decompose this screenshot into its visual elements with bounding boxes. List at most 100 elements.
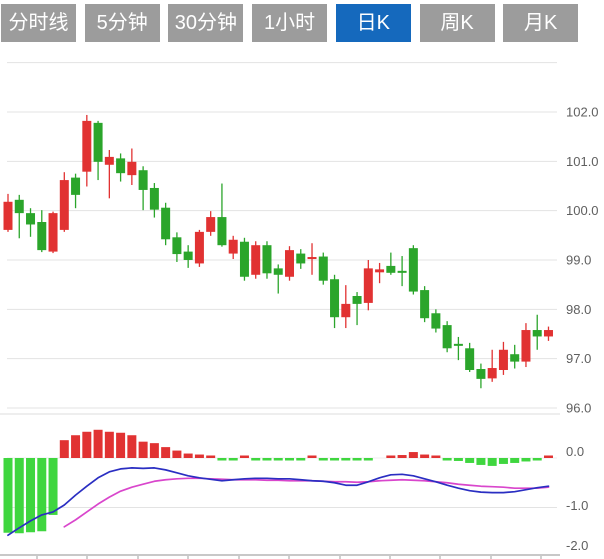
macd-bar xyxy=(341,458,351,461)
candle xyxy=(285,246,294,281)
macd-bar xyxy=(251,458,261,461)
macd-bar xyxy=(307,455,317,458)
candle xyxy=(510,344,520,369)
candle xyxy=(206,211,216,236)
candle xyxy=(37,210,47,253)
time-axis xyxy=(0,554,560,559)
interval-tabbar: 分时线 5分钟 30分钟 1小时 日K 周K 月K xyxy=(0,0,604,44)
tab-weekly-k[interactable]: 周K xyxy=(419,4,495,42)
candle xyxy=(183,245,193,268)
macd-bar xyxy=(217,458,227,461)
macd-bar xyxy=(285,458,294,461)
candle xyxy=(476,363,486,389)
candle xyxy=(318,252,328,285)
macd-bar xyxy=(521,458,531,462)
price-axis-labels: 102.0 101.0 100.0 99.0 98.0 97.0 96.0 xyxy=(566,105,599,416)
candle xyxy=(521,323,531,368)
macd-bar xyxy=(116,432,126,458)
candle xyxy=(375,262,385,284)
candle xyxy=(239,237,249,281)
candle xyxy=(273,264,283,294)
macd-bar xyxy=(330,458,340,461)
macd-bar xyxy=(104,431,114,458)
macd-axis-label: 0.0 xyxy=(566,444,584,459)
candle xyxy=(420,286,430,323)
macd-bar xyxy=(442,458,452,461)
macd-bar xyxy=(3,458,13,533)
macd-bar xyxy=(183,453,193,458)
macd-bar xyxy=(363,458,373,461)
macd-bar xyxy=(453,458,463,461)
candle xyxy=(330,274,340,329)
tab-1hour[interactable]: 1小时 xyxy=(252,4,328,42)
candle xyxy=(442,321,452,353)
macd-bar xyxy=(172,450,182,458)
macd-bar xyxy=(239,455,249,458)
candle xyxy=(59,172,69,232)
candle xyxy=(296,249,306,269)
candle xyxy=(487,349,497,382)
candle xyxy=(228,235,238,260)
candle xyxy=(251,241,261,279)
macd-bar xyxy=(543,455,553,458)
candle xyxy=(93,120,103,181)
price-axis-label: 102.0 xyxy=(566,105,599,120)
candle xyxy=(262,241,272,279)
candle xyxy=(161,202,171,246)
tab-monthly-k[interactable]: 月K xyxy=(503,4,579,42)
candle xyxy=(431,309,441,333)
tab-time-line[interactable]: 分时线 xyxy=(1,4,76,42)
candle xyxy=(532,314,542,350)
macd-bar xyxy=(532,458,542,461)
candle xyxy=(116,153,126,182)
macd-bar xyxy=(127,435,137,458)
candle xyxy=(104,149,114,199)
candle xyxy=(26,208,36,237)
candle xyxy=(217,183,227,247)
price-axis-label: 101.0 xyxy=(566,154,599,169)
candles-layer xyxy=(3,114,553,389)
macd-bar xyxy=(48,458,58,515)
macd-bar xyxy=(420,454,430,458)
price-axis-label: 97.0 xyxy=(566,351,591,366)
macd-gridlines xyxy=(7,457,557,508)
candle xyxy=(172,232,182,262)
tab-daily-k[interactable]: 日K xyxy=(335,4,411,42)
price-axis-label: 99.0 xyxy=(566,252,591,267)
macd-axis-label: -1.0 xyxy=(566,498,588,513)
candle xyxy=(363,259,373,311)
candle xyxy=(386,252,396,275)
price-axis-label: 98.0 xyxy=(566,302,591,317)
price-axis-label: 100.0 xyxy=(566,203,599,218)
macd-bar xyxy=(262,458,272,461)
macd-bar xyxy=(431,455,441,458)
macd-bar xyxy=(26,458,36,533)
candle xyxy=(465,342,475,372)
macd-bar xyxy=(93,429,103,458)
macd-bar xyxy=(352,458,362,461)
candle xyxy=(138,166,148,211)
macd-bar xyxy=(476,458,486,465)
macd-bar xyxy=(161,447,171,458)
candle xyxy=(498,341,508,375)
macd-bar xyxy=(37,458,47,532)
candle xyxy=(3,193,13,232)
macd-bar xyxy=(397,455,407,458)
macd-bar xyxy=(71,435,81,458)
macd-bar xyxy=(487,458,497,466)
macd-bar xyxy=(498,458,508,464)
candle xyxy=(543,326,553,341)
tab-30min[interactable]: 30分钟 xyxy=(168,4,244,42)
candle xyxy=(48,211,58,254)
candle xyxy=(82,114,92,187)
candle xyxy=(14,194,24,239)
tab-5min[interactable]: 5分钟 xyxy=(84,4,160,42)
dif-line xyxy=(7,467,550,537)
macd-bar xyxy=(194,454,204,458)
macd-bar xyxy=(408,452,418,458)
candle xyxy=(341,285,351,329)
macd-bar xyxy=(149,443,159,458)
price-axis-label: 96.0 xyxy=(566,400,591,415)
candle xyxy=(127,148,137,186)
